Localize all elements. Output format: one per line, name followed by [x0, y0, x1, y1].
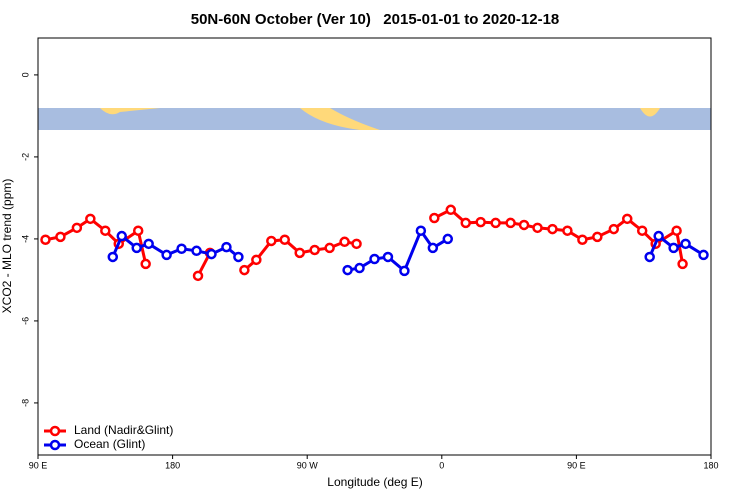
x-tick-label: 90 E: [567, 460, 586, 470]
x-tick-label: 180: [165, 460, 180, 470]
point: [279, 234, 291, 245]
legend-label: Ocean (Glint): [74, 437, 145, 451]
point: [206, 248, 217, 260]
point: [621, 213, 633, 225]
point: [532, 222, 543, 234]
y-tick-label: 0: [20, 72, 30, 77]
point: [369, 253, 380, 265]
point: [354, 262, 365, 274]
y-tick-label: -6: [20, 317, 30, 325]
y-tick-label: -2: [20, 153, 30, 161]
series-line: [45, 208, 685, 277]
point: [698, 249, 709, 261]
point: [266, 235, 277, 247]
x-tick-label: 90 E: [29, 460, 48, 470]
point: [131, 242, 142, 254]
point: [562, 225, 573, 236]
point: [140, 258, 151, 270]
point: [239, 264, 250, 276]
x-axis-label: Longitude (deg E): [327, 475, 422, 489]
y-tick-label: -4: [20, 235, 30, 243]
point: [233, 251, 244, 263]
point: [677, 258, 688, 270]
point: [251, 254, 262, 266]
legend-label: Land (Nadir&Glint): [74, 423, 173, 437]
point: [460, 217, 471, 229]
point: [40, 234, 51, 245]
point: [415, 225, 427, 236]
point: [100, 225, 111, 236]
point: [608, 223, 620, 235]
point: [475, 216, 486, 228]
x-tick-label: 180: [703, 460, 718, 470]
point: [71, 222, 83, 234]
point: [221, 241, 232, 253]
x-tick-label: 0: [439, 460, 444, 470]
point: [324, 242, 335, 254]
point: [339, 236, 350, 248]
point: [55, 231, 66, 243]
point: [399, 265, 410, 277]
point: [505, 217, 516, 229]
point: [636, 225, 648, 236]
legend-marker: [49, 439, 61, 451]
x-tick-label: 90 W: [297, 460, 319, 470]
point: [668, 242, 679, 254]
point: [547, 223, 558, 235]
point: [132, 225, 144, 236]
y-axis-label: XCO2 - MLO trend (ppm): [0, 179, 14, 314]
point: [294, 247, 305, 259]
point: [429, 212, 440, 224]
point: [427, 242, 439, 254]
point: [342, 264, 353, 276]
point: [85, 213, 96, 225]
map-strip: [38, 108, 711, 130]
point: [644, 251, 655, 263]
point: [577, 234, 588, 245]
point: [382, 251, 394, 263]
plot-frame: [37, 37, 712, 456]
point: [176, 243, 187, 255]
point: [442, 233, 454, 245]
point: [143, 238, 154, 250]
point: [309, 244, 320, 256]
point: [592, 231, 603, 243]
point: [445, 204, 457, 216]
point: [192, 270, 204, 282]
point: [671, 225, 682, 236]
point: [191, 245, 202, 257]
y-tick-label: -8: [20, 399, 30, 407]
point: [161, 249, 172, 261]
legend-marker: [49, 425, 61, 437]
point: [680, 238, 691, 250]
point: [351, 238, 362, 250]
point: [116, 230, 128, 242]
chart-title: 50N-60N October (Ver 10) 2015-01-01 to 2…: [191, 11, 560, 28]
point: [518, 219, 530, 231]
point: [107, 251, 119, 263]
point: [653, 230, 664, 242]
point: [490, 217, 501, 229]
